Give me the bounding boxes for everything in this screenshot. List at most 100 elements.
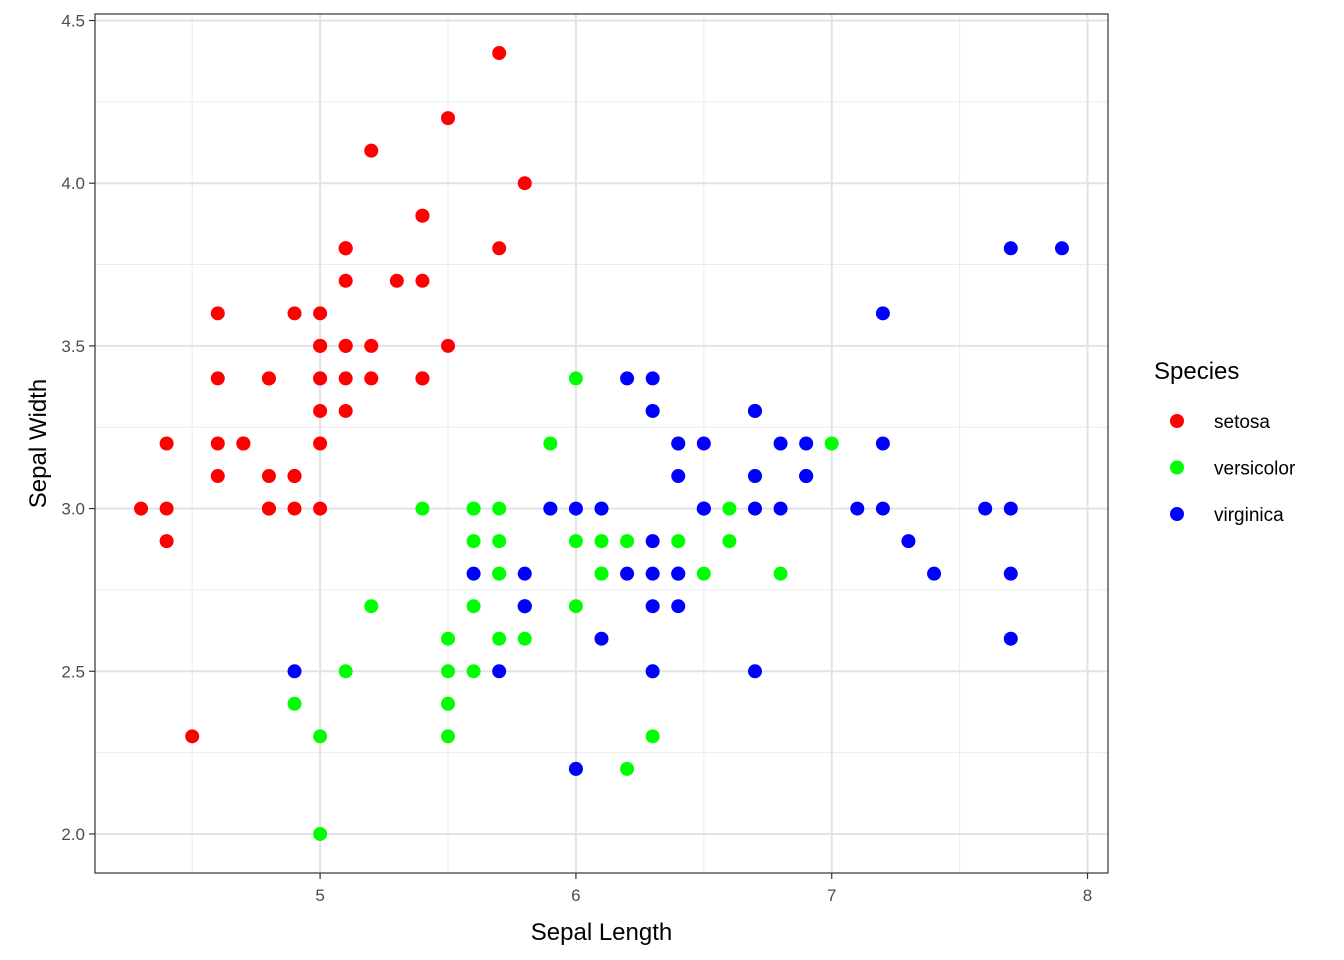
data-point-setosa	[338, 273, 353, 288]
data-point-setosa	[313, 436, 328, 451]
data-point-versicolor	[773, 566, 788, 581]
data-point-setosa	[159, 501, 174, 516]
data-point-setosa	[313, 371, 328, 386]
data-point-versicolor	[287, 696, 302, 711]
y-tick-label: 3.0	[61, 500, 85, 519]
data-point-virginica	[1003, 241, 1018, 256]
data-point-virginica	[747, 469, 762, 484]
data-point-versicolor	[543, 436, 558, 451]
data-point-virginica	[799, 436, 814, 451]
data-point-versicolor	[722, 534, 737, 549]
data-point-virginica	[594, 501, 609, 516]
data-point-versicolor	[722, 501, 737, 516]
data-point-virginica	[1003, 566, 1018, 581]
data-point-versicolor	[492, 534, 507, 549]
data-point-setosa	[134, 501, 149, 516]
data-point-virginica	[850, 501, 865, 516]
data-point-setosa	[159, 436, 174, 451]
data-point-virginica	[875, 306, 890, 321]
data-point-setosa	[517, 176, 532, 191]
data-point-virginica	[978, 501, 993, 516]
data-point-setosa	[185, 729, 200, 744]
x-tick-label: 7	[827, 886, 836, 905]
data-point-setosa	[338, 371, 353, 386]
data-point-setosa	[313, 501, 328, 516]
data-point-versicolor	[492, 566, 507, 581]
data-point-versicolor	[441, 631, 456, 646]
y-axis: 2.0 2.5 3.0 3.5 4.0 4.5	[61, 12, 95, 844]
data-point-setosa	[313, 403, 328, 418]
data-point-virginica	[671, 566, 686, 581]
data-point-virginica	[620, 371, 635, 386]
data-point-virginica	[645, 534, 660, 549]
legend-label-virginica: virginica	[1214, 505, 1284, 526]
data-point-virginica	[875, 436, 890, 451]
plot-panel-background	[95, 14, 1108, 873]
data-point-virginica	[517, 566, 532, 581]
data-point-virginica	[671, 436, 686, 451]
data-point-virginica	[645, 599, 660, 614]
plot-panel-border	[94, 13, 1109, 874]
data-point-virginica	[927, 566, 942, 581]
data-point-versicolor	[466, 664, 481, 679]
x-axis-title: Sepal Length	[531, 919, 672, 946]
data-point-versicolor	[620, 534, 635, 549]
data-point-setosa	[338, 241, 353, 256]
data-point-setosa	[441, 111, 456, 126]
y-tick-label: 2.5	[61, 662, 85, 681]
y-tick-label: 3.5	[61, 337, 85, 356]
data-point-versicolor	[620, 761, 635, 776]
data-point-setosa	[492, 241, 507, 256]
data-point-versicolor	[466, 599, 481, 614]
y-axis-title: Sepal Width	[25, 379, 52, 508]
data-point-virginica	[671, 599, 686, 614]
data-point-virginica	[696, 501, 711, 516]
legend-key-setosa	[1170, 414, 1184, 428]
data-point-virginica	[773, 436, 788, 451]
data-point-setosa	[441, 338, 456, 353]
data-point-versicolor	[594, 566, 609, 581]
data-point-virginica	[901, 534, 916, 549]
data-point-versicolor	[568, 599, 583, 614]
data-point-virginica	[1054, 241, 1069, 256]
data-point-setosa	[261, 371, 276, 386]
data-point-setosa	[364, 143, 379, 158]
data-point-virginica	[543, 501, 558, 516]
data-point-versicolor	[466, 501, 481, 516]
data-point-setosa	[261, 469, 276, 484]
data-point-versicolor	[696, 566, 711, 581]
data-point-setosa	[210, 306, 225, 321]
data-point-virginica	[492, 664, 507, 679]
data-point-virginica	[645, 371, 660, 386]
data-point-virginica	[466, 566, 481, 581]
data-point-versicolor	[364, 599, 379, 614]
data-point-virginica	[568, 501, 583, 516]
legend: Species setosa versicolor virginica	[1154, 358, 1296, 526]
data-point-virginica	[747, 664, 762, 679]
data-point-setosa	[261, 501, 276, 516]
data-point-setosa	[313, 306, 328, 321]
data-points	[134, 46, 1069, 841]
x-axis: 5 6 7 8	[315, 873, 1092, 905]
data-point-virginica	[620, 566, 635, 581]
data-point-setosa	[287, 306, 302, 321]
data-point-virginica	[645, 403, 660, 418]
legend-title: Species	[1154, 358, 1239, 385]
data-point-setosa	[210, 436, 225, 451]
data-point-setosa	[415, 371, 430, 386]
data-point-versicolor	[313, 729, 328, 744]
data-point-virginica	[875, 501, 890, 516]
data-point-virginica	[747, 403, 762, 418]
data-point-virginica	[773, 501, 788, 516]
data-point-virginica	[696, 436, 711, 451]
data-point-setosa	[210, 469, 225, 484]
data-point-virginica	[799, 469, 814, 484]
y-tick-label: 4.5	[61, 12, 85, 31]
x-tick-label: 5	[315, 886, 324, 905]
data-point-versicolor	[415, 501, 430, 516]
data-point-setosa	[313, 338, 328, 353]
x-tick-label: 8	[1083, 886, 1092, 905]
legend-key-versicolor	[1170, 460, 1184, 475]
data-point-versicolor	[645, 729, 660, 744]
